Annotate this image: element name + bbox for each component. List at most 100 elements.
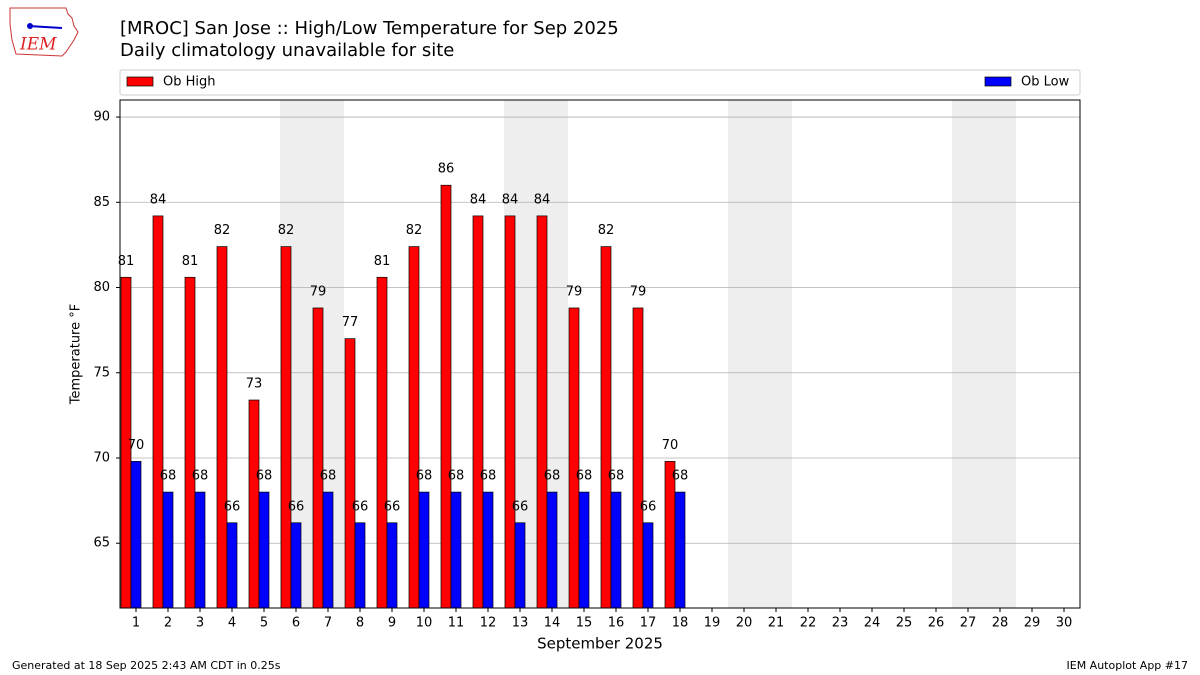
x-tick-label: 8: [356, 616, 364, 631]
y-tick-label: 75: [93, 365, 110, 380]
bar: [376, 276, 388, 609]
x-tick-label: 6: [292, 616, 300, 631]
value-label: 70: [128, 438, 145, 453]
value-label: 81: [118, 254, 135, 269]
x-tick-label: 14: [544, 616, 561, 631]
weekend-shade: [984, 100, 1016, 608]
bar: [600, 246, 612, 609]
x-tick-label: 9: [388, 616, 396, 631]
value-label: 66: [640, 499, 657, 514]
x-tick-label: 26: [928, 616, 945, 631]
x-tick-label: 13: [512, 616, 529, 631]
value-label: 84: [502, 192, 519, 207]
bar: [258, 491, 270, 609]
value-label: 79: [630, 284, 647, 299]
bar: [408, 246, 420, 609]
logo-outline: [9, 7, 79, 57]
bar: [344, 338, 356, 609]
x-tick-label: 28: [992, 616, 1009, 631]
value-label: 66: [288, 499, 305, 514]
value-label: 68: [192, 469, 209, 484]
bar: [568, 307, 580, 609]
bar: [472, 215, 484, 609]
x-tick-label: 2: [164, 616, 172, 631]
x-tick-label: 18: [672, 616, 689, 631]
bar: [642, 522, 654, 609]
legend-label: Ob High: [163, 75, 216, 90]
value-label: 68: [576, 469, 593, 484]
bar: [578, 491, 590, 609]
value-label: 82: [214, 223, 231, 238]
bar: [482, 491, 494, 609]
bar: [674, 491, 686, 609]
value-label: 82: [406, 223, 423, 238]
x-tick-label: 10: [416, 616, 433, 631]
y-tick-label: 90: [93, 110, 110, 125]
bar: [504, 215, 516, 609]
x-tick-label: 29: [1024, 616, 1041, 631]
value-label: 66: [352, 499, 369, 514]
weekend-shade: [760, 100, 792, 608]
x-tick-label: 3: [196, 616, 204, 631]
value-label: 84: [150, 192, 167, 207]
value-label: 68: [320, 469, 337, 484]
value-label: 82: [278, 223, 295, 238]
value-label: 82: [598, 223, 615, 238]
x-tick-label: 5: [260, 616, 268, 631]
x-tick-label: 17: [640, 616, 657, 631]
bar: [546, 491, 558, 609]
legend-swatch: [984, 76, 1012, 87]
y-tick-label: 65: [93, 536, 110, 551]
legend-swatch: [126, 76, 154, 87]
value-label: 68: [672, 469, 689, 484]
bar: [184, 276, 196, 609]
bar: [632, 307, 644, 609]
x-axis-label: September 2025: [537, 635, 663, 653]
value-label: 66: [384, 499, 401, 514]
value-label: 68: [544, 469, 561, 484]
bar: [226, 522, 238, 609]
x-tick-label: 7: [324, 616, 332, 631]
value-label: 70: [662, 438, 679, 453]
bar: [130, 461, 142, 609]
value-label: 77: [342, 315, 359, 330]
x-tick-label: 15: [576, 616, 593, 631]
value-label: 68: [608, 469, 625, 484]
bar: [312, 307, 324, 609]
x-tick-label: 11: [448, 616, 465, 631]
x-tick-label: 20: [736, 616, 753, 631]
x-tick-label: 1: [132, 616, 140, 631]
bar: [354, 522, 366, 609]
value-label: 79: [566, 284, 583, 299]
x-tick-label: 23: [832, 616, 849, 631]
bar: [152, 215, 164, 609]
plot-frame: [119, 99, 1081, 609]
weekend-shade: [728, 100, 760, 608]
logo-dot: [27, 23, 33, 29]
x-tick-label: 19: [704, 616, 721, 631]
bar: [322, 491, 334, 609]
bar: [450, 491, 462, 609]
value-label: 66: [512, 499, 529, 514]
x-tick-label: 24: [864, 616, 881, 631]
y-tick-label: 80: [93, 280, 110, 295]
x-tick-label: 25: [896, 616, 913, 631]
logo-line: [27, 25, 63, 29]
bar: [162, 491, 174, 609]
logo-text: IEM: [19, 35, 57, 55]
chart-title: [MROC] San Jose :: High/Low Temperature …: [120, 18, 619, 39]
bar: [610, 491, 622, 609]
value-label: 73: [246, 377, 263, 392]
footer-left: Generated at 18 Sep 2025 2:43 AM CDT in …: [12, 659, 281, 672]
bar: [216, 246, 228, 609]
y-axis-label: Temperature °F: [69, 304, 84, 405]
bar: [440, 184, 452, 609]
y-tick-label: 70: [93, 450, 110, 465]
bar: [280, 246, 292, 609]
legend-label: Ob Low: [1021, 75, 1070, 90]
bar: [248, 399, 260, 609]
footer-right: IEM Autoplot App #17: [1067, 659, 1189, 672]
value-label: 79: [310, 284, 327, 299]
value-label: 81: [374, 254, 391, 269]
